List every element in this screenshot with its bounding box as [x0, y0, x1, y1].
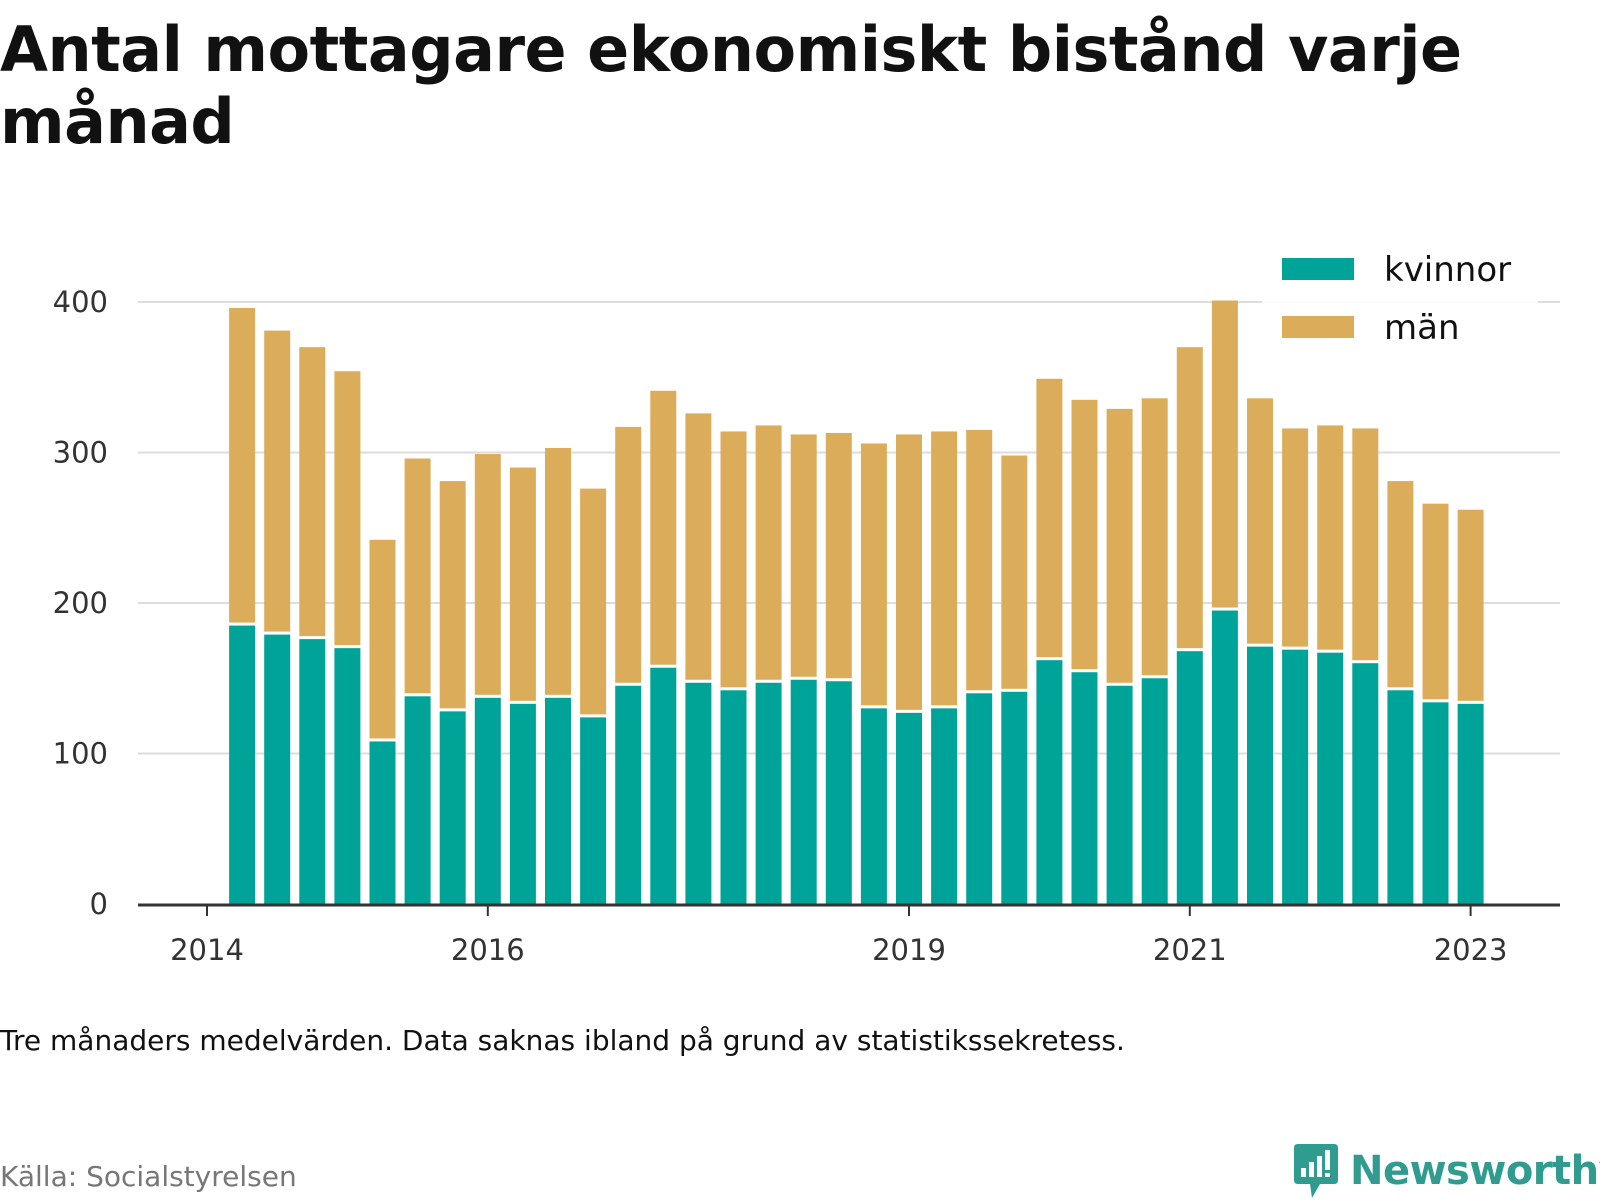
x-tick-label: 2016: [451, 933, 525, 967]
bar-kvinnor[interactable]: [790, 679, 817, 904]
bar-kvinnor[interactable]: [720, 690, 747, 904]
legend-swatch: [1282, 258, 1354, 280]
x-tick-label: 2019: [872, 933, 946, 967]
bars-layer: [229, 300, 1484, 904]
bar-man[interactable]: [264, 330, 291, 632]
bar-man[interactable]: [229, 308, 256, 623]
bar-man[interactable]: [825, 432, 852, 679]
bar-kvinnor[interactable]: [1001, 691, 1028, 904]
bar-man[interactable]: [1071, 399, 1098, 670]
bar-man[interactable]: [615, 426, 642, 683]
legend-swatch: [1282, 316, 1354, 338]
bar-kvinnor[interactable]: [1141, 678, 1168, 904]
bar-kvinnor[interactable]: [860, 708, 887, 904]
bar-kvinnor[interactable]: [1317, 652, 1344, 904]
y-tick-label: 100: [53, 737, 108, 771]
bar-man[interactable]: [334, 371, 361, 646]
x-tick-label: 2021: [1153, 933, 1227, 967]
bar-man[interactable]: [1211, 300, 1238, 608]
axis-layer: 0 100 200 300 400 2014 2016 2019 2021 2023: [53, 285, 1560, 967]
bar-man[interactable]: [369, 539, 396, 739]
y-tick-label: 400: [53, 285, 108, 319]
bar-kvinnor[interactable]: [896, 712, 922, 904]
bar-man[interactable]: [790, 434, 817, 677]
bar-kvinnor[interactable]: [509, 703, 536, 904]
legend-label: män: [1384, 308, 1460, 348]
source-credit: Källa: Socialstyrelsen: [0, 1160, 297, 1193]
bar-kvinnor[interactable]: [685, 682, 712, 904]
bar-kvinnor[interactable]: [229, 625, 256, 904]
bar-man[interactable]: [1352, 428, 1379, 661]
bar-man[interactable]: [650, 390, 677, 665]
bar-man[interactable]: [720, 431, 747, 688]
y-tick-label: 200: [53, 586, 108, 620]
bar-kvinnor[interactable]: [1387, 690, 1414, 904]
newsworthy-logo-icon: [1294, 1144, 1338, 1198]
bar-kvinnor[interactable]: [474, 697, 501, 904]
bar-man[interactable]: [860, 443, 887, 706]
bar-kvinnor[interactable]: [1071, 672, 1098, 904]
bar-kvinnor[interactable]: [334, 648, 361, 904]
bar-kvinnor[interactable]: [580, 717, 607, 904]
bar-kvinnor[interactable]: [966, 693, 993, 904]
bar-man[interactable]: [474, 454, 501, 695]
bar-man[interactable]: [685, 413, 712, 680]
bar-man[interactable]: [545, 447, 571, 695]
bar-kvinnor[interactable]: [825, 681, 852, 904]
bar-man[interactable]: [509, 467, 536, 701]
legend-label: kvinnor: [1384, 250, 1511, 290]
y-tick-label: 300: [53, 436, 108, 470]
bar-kvinnor[interactable]: [545, 697, 571, 904]
bar-man[interactable]: [1282, 428, 1309, 647]
bar-man[interactable]: [1387, 481, 1414, 688]
bar-man[interactable]: [1317, 425, 1344, 650]
bar-man[interactable]: [404, 458, 431, 694]
bar-man[interactable]: [931, 431, 958, 706]
bar-kvinnor[interactable]: [1036, 660, 1063, 904]
bar-kvinnor[interactable]: [1457, 703, 1484, 904]
legend: kvinnor män: [1262, 240, 1538, 352]
bar-kvinnor[interactable]: [1282, 649, 1309, 904]
bar-man[interactable]: [1141, 398, 1168, 676]
bar-man[interactable]: [755, 425, 782, 680]
brand[interactable]: Newsworthy: [1292, 1142, 1600, 1200]
bar-kvinnor[interactable]: [1106, 685, 1133, 904]
brand-name: Newsworthy: [1350, 1148, 1600, 1194]
bar-kvinnor[interactable]: [755, 682, 782, 904]
bar-kvinnor[interactable]: [1211, 610, 1238, 904]
bar-kvinnor[interactable]: [1422, 702, 1449, 904]
chart-note: Tre månaders medelvärden. Data saknas ib…: [0, 1024, 1125, 1057]
bar-man[interactable]: [1457, 509, 1484, 701]
bar-man[interactable]: [1422, 503, 1449, 700]
bar-man[interactable]: [1001, 455, 1028, 689]
bar-man[interactable]: [1176, 347, 1203, 649]
chart-title: Antal mottagare ekonomiskt bistånd varje…: [0, 13, 1462, 158]
bar-man[interactable]: [299, 347, 326, 637]
bar-man[interactable]: [1036, 378, 1063, 658]
bar-kvinnor[interactable]: [615, 685, 642, 904]
bar-kvinnor[interactable]: [404, 696, 431, 904]
bar-man[interactable]: [966, 429, 993, 691]
bar-man[interactable]: [1247, 398, 1273, 644]
bar-man[interactable]: [580, 488, 607, 715]
y-tick-label: 0: [90, 887, 108, 921]
bar-man[interactable]: [896, 434, 922, 710]
bar-kvinnor[interactable]: [264, 634, 291, 904]
bar-kvinnor[interactable]: [1352, 663, 1379, 904]
bar-kvinnor[interactable]: [931, 708, 958, 904]
bar-kvinnor[interactable]: [299, 639, 326, 904]
x-tick-label: 2023: [1434, 933, 1508, 967]
bar-kvinnor[interactable]: [1247, 646, 1273, 904]
bar-kvinnor[interactable]: [369, 741, 396, 904]
x-tick-label: 2014: [170, 933, 244, 967]
bar-kvinnor[interactable]: [650, 667, 677, 904]
bar-man[interactable]: [1106, 408, 1133, 683]
bar-man[interactable]: [439, 481, 466, 709]
bar-kvinnor[interactable]: [1176, 651, 1203, 904]
bar-kvinnor[interactable]: [439, 711, 466, 904]
